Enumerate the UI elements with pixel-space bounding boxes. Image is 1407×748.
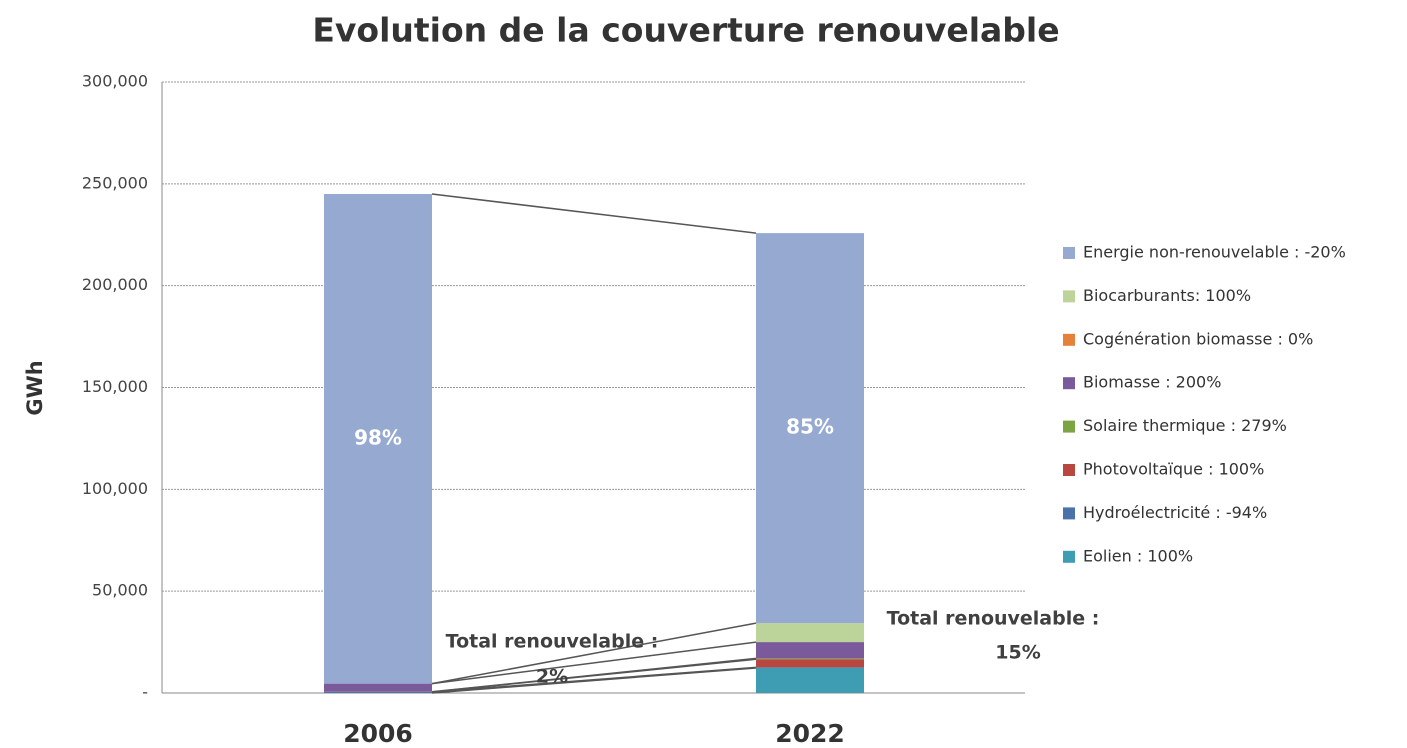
series-line — [431, 641, 757, 685]
legend-swatch — [1063, 550, 1075, 563]
legend-label: Hydroélectricité : -94% — [1083, 503, 1267, 522]
bar-segment — [324, 691, 432, 693]
legend-label: Eolien : 100% — [1083, 546, 1193, 565]
total-label: Total renouvelable : — [446, 631, 659, 653]
bar-segment — [324, 683, 432, 692]
bar-segment — [756, 667, 864, 693]
bar-segment — [756, 642, 864, 659]
series-line — [431, 193, 757, 234]
legend-swatch — [1063, 333, 1075, 346]
legend-swatch — [1063, 247, 1075, 259]
series-line — [431, 666, 757, 693]
bar-segment — [756, 659, 864, 668]
x-tick-label: 2006 — [343, 719, 413, 748]
y-tick-label: 200,000 — [82, 275, 148, 294]
total-label: Total renouvelable : — [887, 608, 1100, 630]
legend-swatch — [1063, 464, 1075, 476]
bar-segment — [324, 194, 432, 684]
bar-segment — [756, 233, 864, 624]
x-tick-label: 2022 — [775, 719, 845, 748]
y-tick-label: 300,000 — [82, 72, 148, 91]
y-tick-label: 100,000 — [82, 479, 148, 498]
legend-swatch — [1063, 420, 1075, 433]
y-tick-label: 150,000 — [82, 377, 148, 396]
legend-swatch — [1063, 377, 1075, 390]
bar-segment — [756, 623, 864, 643]
legend-label: Biomasse : 200% — [1083, 373, 1221, 392]
y-axis-label: GWh — [23, 360, 47, 415]
bar-segment — [756, 658, 864, 660]
legend-label: Biocarburants: 100% — [1083, 286, 1251, 305]
legend-label: Energie non-renouvelable : -20% — [1083, 243, 1346, 262]
bar-label: 85% — [786, 415, 834, 439]
series-line — [431, 622, 757, 685]
bar-segment — [756, 667, 864, 668]
legend-swatch — [1063, 507, 1075, 520]
legend-label: Cogénération biomasse : 0% — [1083, 329, 1313, 348]
total-label: 2% — [536, 666, 568, 688]
chart-title: Evolution de la couverture renouvelable — [312, 11, 1059, 50]
y-tick-label: 50,000 — [92, 581, 148, 600]
y-tick-label: 250,000 — [82, 173, 148, 192]
y-tick-label: - — [142, 683, 148, 702]
total-label: 15% — [995, 642, 1040, 664]
legend-swatch — [1063, 290, 1075, 303]
legend-label: Photovoltaïque : 100% — [1083, 460, 1264, 479]
bar-label: 98% — [354, 425, 402, 449]
series-line — [431, 657, 757, 693]
legend-label: Solaire thermique : 279% — [1083, 416, 1287, 435]
